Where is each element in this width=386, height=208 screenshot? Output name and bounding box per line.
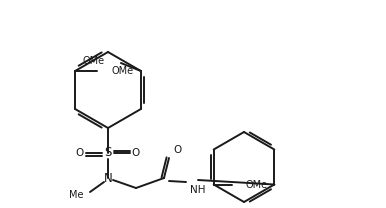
Text: N: N [103, 172, 112, 184]
Text: OMe: OMe [83, 56, 105, 66]
Text: Me: Me [69, 190, 84, 200]
Text: OMe: OMe [246, 180, 268, 189]
Text: O: O [173, 145, 181, 155]
Text: OMe: OMe [111, 66, 133, 76]
Text: O: O [76, 148, 84, 158]
Text: S: S [104, 146, 112, 160]
Text: O: O [132, 148, 140, 158]
Text: NH: NH [190, 185, 205, 195]
